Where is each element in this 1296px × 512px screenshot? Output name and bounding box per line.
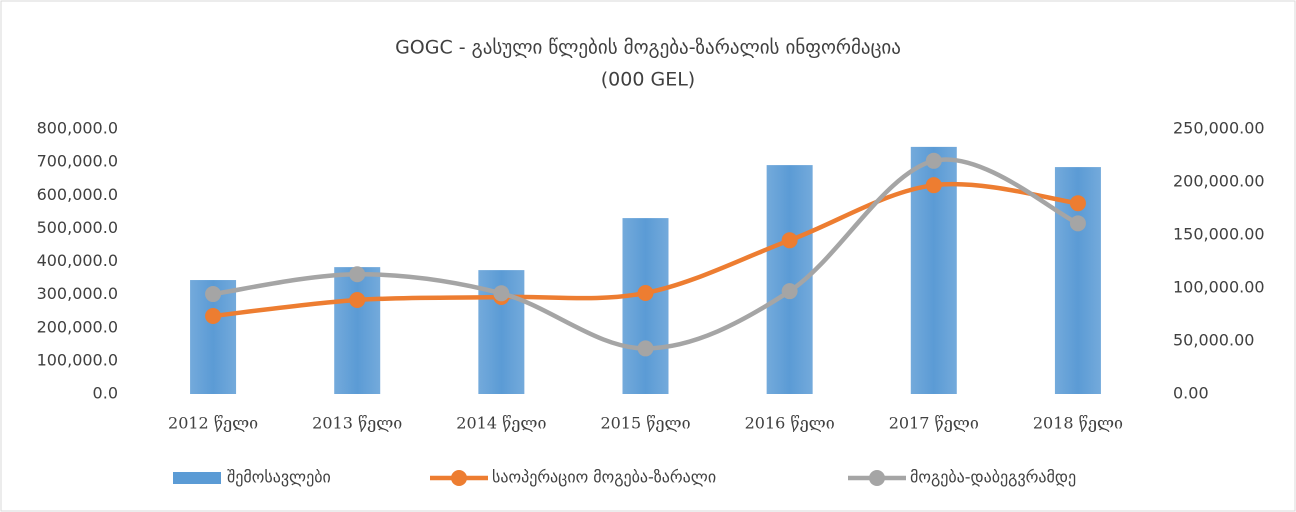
legend-label: საოპერაციო მოგება-ზარალი bbox=[492, 468, 716, 487]
line-marker bbox=[1069, 195, 1086, 212]
line-marker bbox=[925, 177, 942, 194]
line-marker bbox=[349, 291, 366, 308]
line-marker bbox=[349, 266, 366, 283]
y-tick-label: 100,000.0 bbox=[37, 350, 118, 369]
y-tick-label: 800,000.0 bbox=[37, 119, 118, 138]
line-marker bbox=[925, 152, 942, 169]
x-tick-label: 2015 წელი bbox=[600, 414, 690, 433]
chart-subtitle: (000 GEL) bbox=[601, 69, 695, 91]
y-tick-label: 300,000.0 bbox=[37, 284, 118, 303]
y2-tick-label: 150,000.00 bbox=[1173, 225, 1265, 244]
x-tick-label: 2013 წელი bbox=[312, 414, 402, 433]
line-marker bbox=[493, 285, 510, 302]
y-tick-label: 200,000.0 bbox=[37, 317, 118, 336]
y2-tick-label: 0.00 bbox=[1173, 384, 1209, 403]
y-tick-label: 400,000.0 bbox=[37, 251, 118, 270]
x-tick-label: 2016 წელი bbox=[745, 414, 835, 433]
y2-tick-label: 200,000.00 bbox=[1173, 172, 1265, 191]
bar bbox=[622, 218, 669, 394]
y-tick-label: 500,000.0 bbox=[37, 218, 118, 237]
x-tick-label: 2012 წელი bbox=[168, 414, 258, 433]
legend-label: მოგება-დაბეგვრამდე bbox=[910, 468, 1076, 487]
legend-marker bbox=[451, 470, 467, 486]
legend-swatch bbox=[173, 472, 221, 484]
x-tick-label: 2017 წელი bbox=[889, 414, 979, 433]
line-marker bbox=[205, 307, 222, 324]
y-tick-label: 0.0 bbox=[93, 384, 118, 403]
line-marker bbox=[205, 286, 222, 303]
line-marker bbox=[781, 232, 798, 249]
y2-tick-label: 250,000.00 bbox=[1173, 119, 1265, 138]
bar bbox=[334, 267, 381, 394]
line-marker bbox=[637, 284, 654, 301]
x-tick-label: 2014 წელი bbox=[456, 414, 546, 433]
legend-label: შემოსავლები bbox=[227, 468, 331, 487]
line-marker bbox=[637, 340, 654, 357]
line-marker bbox=[1069, 215, 1086, 232]
legend-marker bbox=[869, 470, 885, 486]
line-marker bbox=[781, 283, 798, 300]
y2-tick-label: 50,000.00 bbox=[1173, 331, 1254, 350]
chart-title: GOGC - გასული წლების მოგება-ზარალის ინფო… bbox=[395, 37, 901, 59]
y-tick-label: 700,000.0 bbox=[37, 152, 118, 171]
x-tick-label: 2018 წელი bbox=[1033, 414, 1123, 433]
y2-tick-label: 100,000.00 bbox=[1173, 278, 1265, 297]
y-tick-label: 600,000.0 bbox=[37, 185, 118, 204]
